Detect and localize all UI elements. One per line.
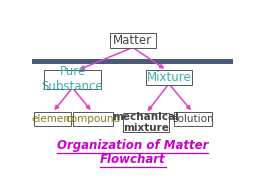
Text: compound: compound <box>65 114 120 124</box>
Text: mechanical
mixture: mechanical mixture <box>112 112 179 133</box>
Text: Pure
Substance: Pure Substance <box>42 65 103 93</box>
FancyBboxPatch shape <box>123 113 169 132</box>
Text: Flowchart: Flowchart <box>100 153 166 166</box>
FancyBboxPatch shape <box>146 70 192 85</box>
Text: solution: solution <box>172 114 214 124</box>
Bar <box>32 59 233 64</box>
FancyBboxPatch shape <box>174 112 212 126</box>
FancyBboxPatch shape <box>34 112 70 126</box>
Text: Matter: Matter <box>113 34 152 47</box>
Text: Mixture: Mixture <box>147 71 191 84</box>
FancyBboxPatch shape <box>45 70 100 89</box>
Text: element: element <box>31 114 74 124</box>
FancyBboxPatch shape <box>110 33 156 48</box>
FancyBboxPatch shape <box>73 112 113 126</box>
Text: Organization of Matter: Organization of Matter <box>57 139 208 152</box>
